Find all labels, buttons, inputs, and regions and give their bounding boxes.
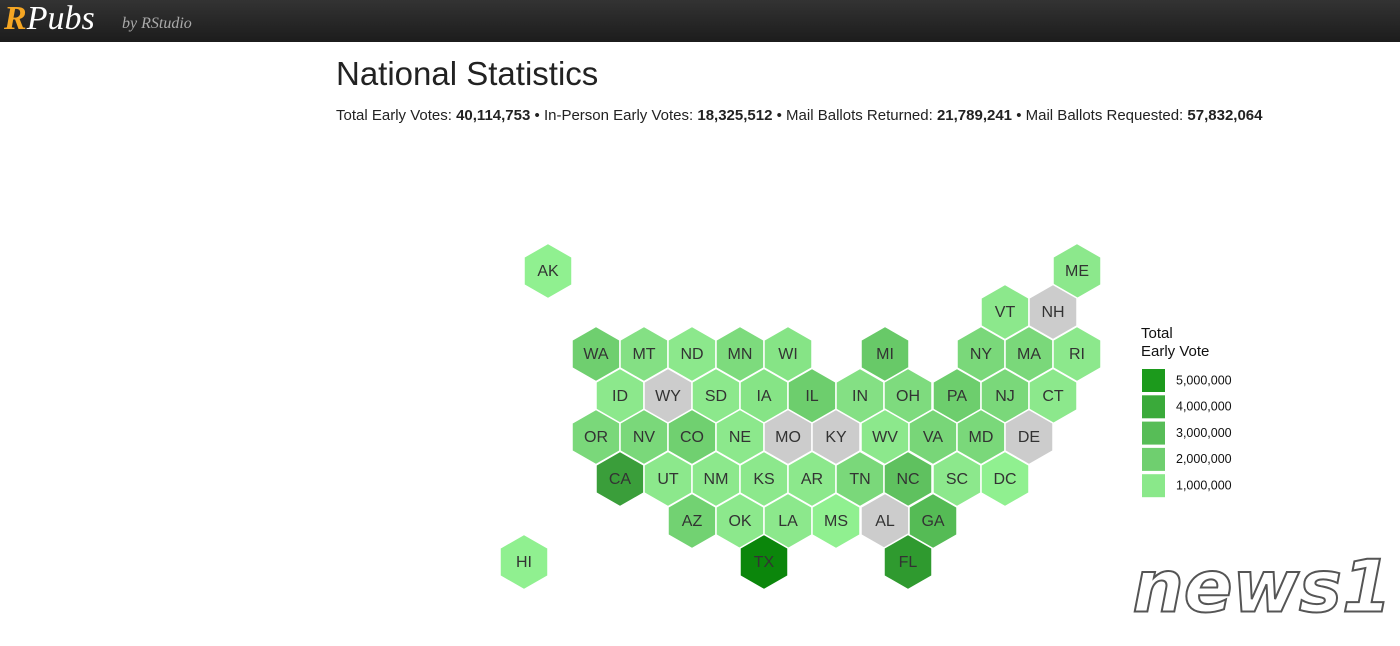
legend-label: 3,000,000: [1176, 426, 1232, 440]
state-label: ND: [680, 346, 703, 363]
stat-label: Mail Ballots Requested:: [1025, 107, 1184, 124]
state-label: VA: [923, 429, 943, 446]
state-label: NE: [729, 429, 751, 446]
state-label: MT: [632, 346, 655, 363]
state-label: AL: [875, 513, 895, 530]
state-label: ID: [612, 388, 628, 405]
stat-value: 40,114,753: [456, 107, 531, 124]
state-label: WV: [872, 429, 898, 446]
stat-label: Total Early Votes:: [336, 107, 452, 124]
stat-value: 21,789,241: [936, 107, 1013, 124]
state-label: GA: [921, 513, 944, 530]
state-label: MO: [775, 429, 801, 446]
state-label: SD: [705, 388, 727, 405]
state-label: OH: [896, 388, 920, 405]
state-label: NH: [1041, 304, 1064, 321]
state-label: WI: [778, 346, 798, 363]
legend-label: 1,000,000: [1176, 478, 1232, 492]
state-label: VT: [995, 304, 1016, 321]
state-label: NM: [704, 471, 729, 488]
stats: Total Early Votes: 40,114,753 • In-Perso…: [336, 107, 1262, 124]
legend-title: Early Vote: [1141, 343, 1209, 360]
stat-value: 18,325,512: [697, 107, 773, 124]
logo-r: R: [4, 0, 27, 37]
state-label: HI: [516, 554, 532, 571]
legend-label: 4,000,000: [1176, 400, 1232, 414]
legend-title: Total: [1141, 325, 1173, 342]
state-label: KS: [753, 471, 774, 488]
state-label: MI: [876, 346, 894, 363]
state-hex: [499, 533, 549, 591]
state-label: NC: [896, 471, 919, 488]
state-label: AR: [801, 471, 823, 488]
state-hex: [883, 533, 933, 591]
separator: •: [776, 107, 782, 124]
state-label: FL: [899, 554, 918, 571]
state-label: IA: [756, 388, 771, 405]
top-bar: RPubs by RStudio: [0, 0, 1400, 42]
state-label: MA: [1017, 346, 1041, 363]
legend-label: 5,000,000: [1176, 373, 1232, 387]
legend-label: 2,000,000: [1176, 452, 1232, 466]
state-label: NJ: [995, 388, 1015, 405]
state-label: WY: [655, 388, 681, 405]
byline: by RStudio: [122, 15, 192, 32]
state-hex: [811, 492, 861, 550]
state-label: CT: [1042, 388, 1064, 405]
legend-swatch: [1142, 369, 1165, 392]
state-label: UT: [657, 471, 679, 488]
state-label: OR: [584, 429, 608, 446]
state-label: AZ: [682, 513, 703, 530]
state-label: RI: [1069, 346, 1085, 363]
state-label: MN: [728, 346, 753, 363]
state-label: OK: [728, 513, 751, 530]
state-label: CA: [609, 471, 632, 488]
state-label: NV: [633, 429, 656, 446]
state-label: CO: [680, 429, 704, 446]
state-label: SC: [946, 471, 968, 488]
logo[interactable]: RPubs: [4, 0, 95, 38]
legend-swatch: [1142, 395, 1165, 419]
stat-label: Mail Ballots Returned:: [786, 107, 933, 124]
separator: •: [534, 107, 540, 124]
legend-swatch: [1142, 474, 1165, 498]
stat-value: 57,832,064: [1187, 107, 1263, 124]
state-hex: [980, 450, 1030, 508]
state-label: MS: [824, 513, 848, 530]
state-hex: [908, 492, 958, 550]
legend-swatch: [1142, 447, 1165, 471]
stat-label: In-Person Early Votes:: [543, 107, 694, 124]
legend-swatch: [1142, 421, 1165, 445]
state-label: MD: [969, 429, 994, 446]
state-label: WA: [583, 346, 609, 363]
state-label: LA: [778, 513, 798, 530]
state-hex: [739, 533, 789, 591]
state-label: DC: [993, 471, 1016, 488]
state-hex: [523, 242, 573, 300]
title: National Statistics: [336, 55, 599, 92]
state-label: ME: [1065, 263, 1089, 280]
state-label: PA: [947, 388, 967, 405]
logo-text: Pubs: [26, 0, 95, 37]
state-label: TN: [849, 471, 870, 488]
separator: •: [1016, 107, 1022, 124]
state-label: NY: [970, 346, 993, 363]
state-label: IN: [852, 388, 868, 405]
state-label: KY: [825, 429, 847, 446]
state-label: DE: [1018, 429, 1040, 446]
watermark: news1: [1132, 545, 1392, 629]
state-label: TX: [754, 554, 775, 571]
state-label: AK: [537, 263, 559, 280]
state-label: IL: [805, 388, 818, 405]
